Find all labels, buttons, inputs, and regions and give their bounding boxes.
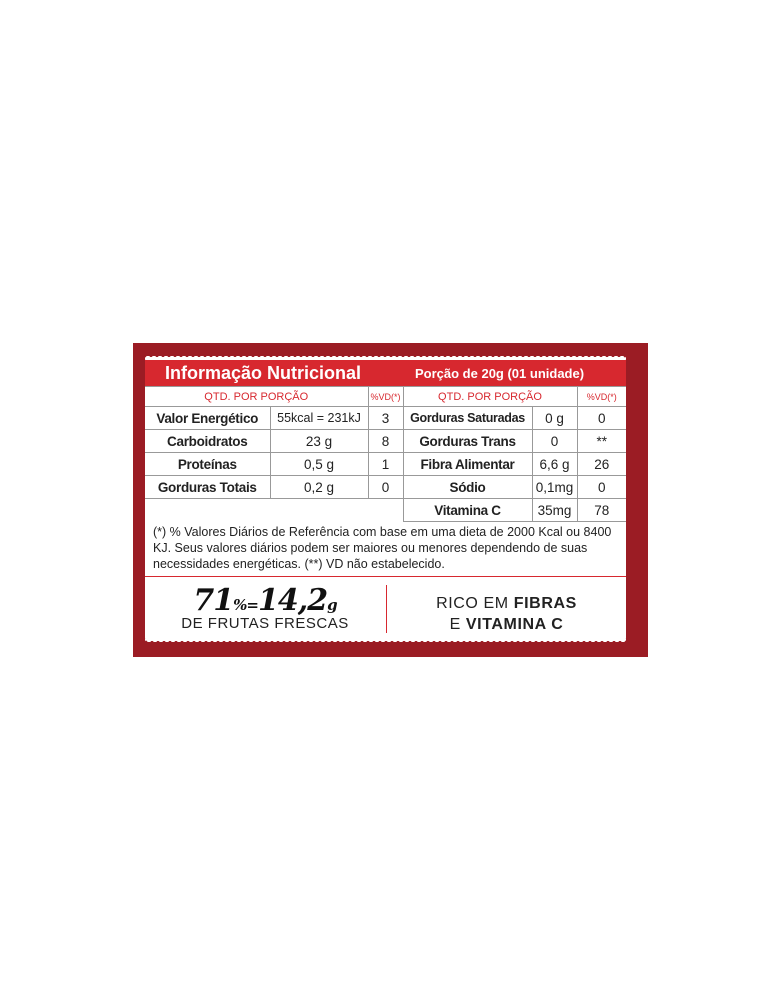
divider <box>145 576 626 577</box>
equals-sign: = <box>246 596 259 614</box>
nutrient-vd: 3 <box>367 406 404 430</box>
nutrient-qty: 0,2 g <box>269 475 369 499</box>
nutrient-name: Gorduras Saturadas <box>402 406 533 430</box>
fruit-percent: 71 <box>193 583 234 618</box>
nutrient-qty: 23 g <box>269 429 369 453</box>
table-row: Gorduras Totais 0,2 g 0 Sódio 0,1mg 0 <box>145 475 626 499</box>
nutrient-qty: 0,1mg <box>531 475 578 499</box>
vertical-divider <box>386 585 387 633</box>
nutrient-vd: 8 <box>367 429 404 453</box>
claim-fibras: FIBRAS <box>513 595 577 612</box>
claim-line1: RICO EM <box>436 595 514 612</box>
nutrient-name: Gorduras Trans <box>402 429 533 453</box>
nutrition-header: Informação Nutricional Porção de 20g (01… <box>145 360 626 386</box>
nutrient-name: Proteínas <box>145 452 271 476</box>
nutrient-qty: 0 g <box>531 406 578 430</box>
table-row: Vitamina C 35mg 78 <box>145 498 626 522</box>
claim-vitamina: VITAMINA C <box>465 616 564 633</box>
table-header-row: QTD. POR PORÇÃO %VD(*) QTD. POR PORÇÃO %… <box>145 386 626 407</box>
qty-header: QTD. POR PORÇÃO <box>402 386 578 407</box>
fruit-label: DE FRUTAS FRESCAS <box>181 615 349 632</box>
fruit-grams: 14,2 <box>258 583 328 618</box>
vd-header: %VD(*) <box>576 386 626 407</box>
nutrient-name: Gorduras Totais <box>145 475 271 499</box>
portion-size: Porção de 20g (01 unidade) <box>415 365 585 381</box>
nutrient-vd: 26 <box>576 452 626 476</box>
nutrition-title: Informação Nutricional <box>165 362 362 383</box>
nutrient-name: Vitamina C <box>402 498 533 522</box>
table-row: Proteínas 0,5 g 1 Fibra Alimentar 6,6 g … <box>145 452 626 476</box>
label-panel: Informação Nutricional Porção de 20g (01… <box>133 343 648 657</box>
nutrient-name: Carboidratos <box>145 429 271 453</box>
nutrient-qty: 55kcal = 231kJ <box>269 406 369 430</box>
qty-header: QTD. POR PORÇÃO <box>145 386 369 407</box>
fruit-content: 71%=14,2g DE FRUTAS FRESCAS <box>145 583 385 632</box>
nutrient-qty: 0,5 g <box>269 452 369 476</box>
nutrient-vd: 78 <box>576 498 626 522</box>
nutrient-vd: 0 <box>576 475 626 499</box>
nutrient-qty: 35mg <box>531 498 578 522</box>
nutrient-name: Sódio <box>402 475 533 499</box>
nutrient-vd: 0 <box>576 406 626 430</box>
nutrition-card: Informação Nutricional Porção de 20g (01… <box>145 353 626 641</box>
vd-header: %VD(*) <box>367 386 404 407</box>
nutrient-vd: 1 <box>367 452 404 476</box>
nutrient-vd: ** <box>576 429 626 453</box>
percent-sign: % <box>233 596 247 614</box>
nutrient-qty: 6,6 g <box>531 452 578 476</box>
claim: RICO EM FIBRAS E VITAMINA C <box>387 593 626 635</box>
nutrition-table: QTD. POR PORÇÃO %VD(*) QTD. POR PORÇÃO %… <box>145 386 626 522</box>
empty-cell <box>145 498 404 522</box>
nutrient-vd: 0 <box>367 475 404 499</box>
claim-line2: E <box>449 616 466 633</box>
nutrient-qty: 0 <box>531 429 578 453</box>
table-row: Carboidratos 23 g 8 Gorduras Trans 0 ** <box>145 429 626 453</box>
footnote: (*) % Valores Diários de Referência com … <box>153 525 612 571</box>
table-row: Valor Energético 55kcal = 231kJ 3 Gordur… <box>145 406 626 430</box>
nutrient-name: Fibra Alimentar <box>402 452 533 476</box>
grams-unit: g <box>327 596 337 614</box>
nutrient-name: Valor Energético <box>145 406 271 430</box>
